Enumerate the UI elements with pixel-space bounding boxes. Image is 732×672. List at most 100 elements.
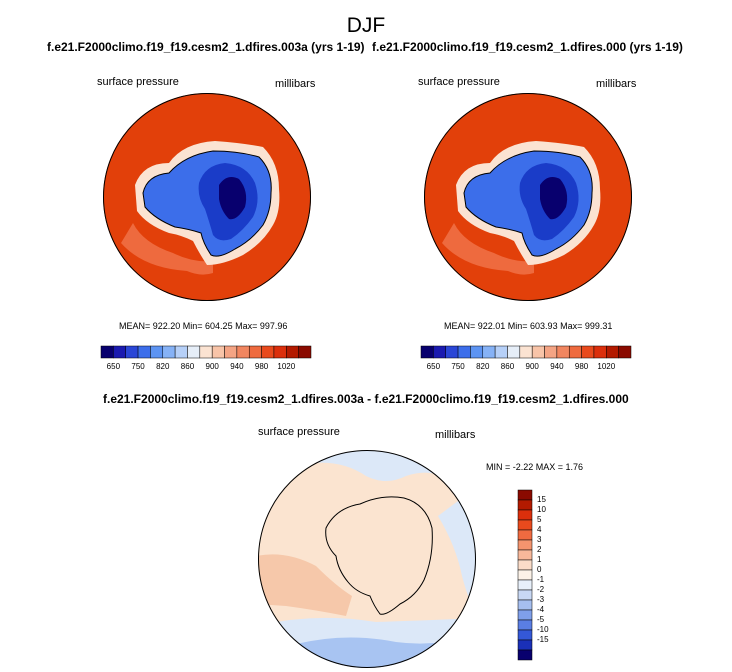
coastline bbox=[463, 150, 593, 257]
colorbar-swatch bbox=[519, 345, 533, 359]
colorbar-swatch bbox=[517, 599, 533, 611]
colorbar-tick-label: 980 bbox=[254, 362, 269, 371]
colorbar-swatch bbox=[593, 345, 607, 359]
panel-2-title: f.e21.F2000climo.f19_f19.cesm2_1.dfires.… bbox=[372, 40, 683, 54]
colorbar-swatch bbox=[137, 345, 151, 359]
colorbar-swatch bbox=[517, 649, 533, 661]
colorbar-tick-label: 0 bbox=[537, 565, 542, 574]
ice-sheet-inner bbox=[219, 177, 247, 220]
diff-map bbox=[258, 450, 476, 668]
colorbar-tick-label: 820 bbox=[476, 362, 490, 371]
colorbar-swatch bbox=[174, 345, 188, 359]
colorbar-tick-label: 860 bbox=[500, 362, 515, 371]
diff-stats: MIN = -2.22 MAX = 1.76 bbox=[486, 462, 584, 472]
colorbar-tick-label: 750 bbox=[451, 362, 465, 371]
colorbar-tick-label: 1020 bbox=[277, 362, 296, 371]
colorbar-tick-label: 820 bbox=[156, 362, 170, 371]
colorbar-tick-label: -2 bbox=[537, 585, 545, 594]
colorbar-swatch bbox=[517, 549, 533, 561]
colorbar-swatch bbox=[261, 345, 275, 359]
colorbar-swatch bbox=[517, 639, 533, 651]
colorbar-swatch bbox=[517, 489, 533, 501]
colorbar-tick-label: 940 bbox=[550, 362, 564, 371]
pressure-band bbox=[121, 223, 213, 275]
colorbar-swatch bbox=[150, 345, 164, 359]
colorbar-tick-label: 10 bbox=[537, 505, 546, 514]
colorbar-swatch bbox=[457, 345, 471, 359]
colorbar-swatch bbox=[236, 345, 250, 359]
panel-1-title: f.e21.F2000climo.f19_f19.cesm2_1.dfires.… bbox=[47, 40, 365, 54]
panel-1-variable: surface pressure bbox=[97, 76, 179, 88]
colorbar-tick-label: 980 bbox=[574, 362, 589, 371]
colorbar-swatch bbox=[433, 345, 446, 359]
panel-1-units: millibars bbox=[275, 78, 316, 90]
colorbar-swatch bbox=[517, 499, 533, 511]
panel-2-variable: surface pressure bbox=[418, 76, 500, 88]
diff-warm-west bbox=[258, 554, 352, 616]
coastline bbox=[142, 150, 272, 257]
colorbar-swatch bbox=[517, 629, 533, 641]
panel-1-stats: MEAN= 922.20 Min= 604.25 Max= 997.96 bbox=[119, 321, 288, 331]
colorbar-swatch bbox=[113, 345, 126, 359]
colorbar-swatch bbox=[507, 345, 521, 359]
colorbar-tick-label: 15 bbox=[537, 495, 546, 504]
diff-units: millibars bbox=[435, 429, 476, 441]
colorbar-tick-label: 940 bbox=[230, 362, 244, 371]
colorbar-swatch bbox=[420, 345, 434, 359]
ice-sheet-inner bbox=[540, 177, 568, 220]
colorbar-tick-label: 750 bbox=[131, 362, 145, 371]
colorbar-swatch bbox=[556, 345, 570, 359]
colorbar-tick-label: 650 bbox=[106, 362, 121, 371]
figure-title: DJF bbox=[346, 14, 386, 37]
panel-1-colorbar bbox=[100, 345, 312, 359]
colorbar-swatch bbox=[517, 579, 533, 591]
colorbar-swatch bbox=[470, 345, 484, 359]
diff-colorbar bbox=[517, 489, 533, 661]
colorbar-swatch bbox=[162, 345, 176, 359]
colorbar-swatch bbox=[544, 345, 558, 359]
diff-variable: surface pressure bbox=[258, 426, 340, 438]
diff-colorbar-labels: 15 10 5 4 3 2 1 0 -1 -2 -3 -4 -5 -10 -15 bbox=[537, 490, 567, 660]
coastline bbox=[325, 496, 433, 615]
colorbar-swatch bbox=[517, 539, 533, 551]
colorbar-swatch bbox=[517, 529, 533, 541]
colorbar-swatch bbox=[517, 609, 533, 621]
colorbar-swatch bbox=[286, 345, 299, 359]
colorbar-tick-label: -4 bbox=[537, 605, 545, 614]
colorbar-swatch bbox=[517, 509, 533, 521]
colorbar-swatch bbox=[199, 345, 213, 359]
colorbar-swatch bbox=[517, 559, 533, 571]
colorbar-swatch bbox=[517, 619, 533, 631]
colorbar-swatch bbox=[125, 345, 139, 359]
colorbar-swatch bbox=[211, 345, 225, 359]
colorbar-tick-label: 3 bbox=[537, 535, 542, 544]
colorbar-swatch bbox=[298, 345, 312, 359]
colorbar-tick-label: -15 bbox=[537, 635, 549, 644]
colorbar-swatch bbox=[248, 345, 262, 359]
colorbar-tick-label: -1 bbox=[537, 575, 545, 584]
panel-2-colorbar-labels: 650 750 820 860 900 940 980 1020 bbox=[421, 362, 631, 374]
colorbar-swatch bbox=[445, 345, 459, 359]
colorbar-swatch bbox=[517, 569, 533, 581]
colorbar-tick-label: -5 bbox=[537, 615, 545, 624]
colorbar-swatch bbox=[606, 345, 619, 359]
colorbar-swatch bbox=[482, 345, 496, 359]
colorbar-swatch bbox=[531, 345, 545, 359]
panel-2-units: millibars bbox=[596, 78, 637, 90]
colorbar-tick-label: 2 bbox=[537, 545, 542, 554]
colorbar-tick-label: -3 bbox=[537, 595, 545, 604]
panel-2-stats: MEAN= 922.01 Min= 603.93 Max= 999.31 bbox=[444, 321, 613, 331]
colorbar-swatch bbox=[224, 345, 238, 359]
colorbar-swatch bbox=[581, 345, 595, 359]
colorbar-swatch bbox=[517, 589, 533, 601]
panel-1-colorbar-labels: 650 750 820 860 900 940 980 1020 bbox=[101, 362, 311, 374]
colorbar-swatch bbox=[187, 345, 201, 359]
colorbar-swatch bbox=[494, 345, 508, 359]
colorbar-tick-label: 900 bbox=[205, 362, 219, 371]
panel-2-colorbar bbox=[420, 345, 632, 359]
colorbar-tick-label: 4 bbox=[537, 525, 542, 534]
diff-title: f.e21.F2000climo.f19_f19.cesm2_1.dfires.… bbox=[103, 392, 629, 406]
colorbar-tick-label: 1 bbox=[537, 555, 542, 564]
colorbar-swatch bbox=[568, 345, 582, 359]
colorbar-tick-label: 900 bbox=[525, 362, 539, 371]
